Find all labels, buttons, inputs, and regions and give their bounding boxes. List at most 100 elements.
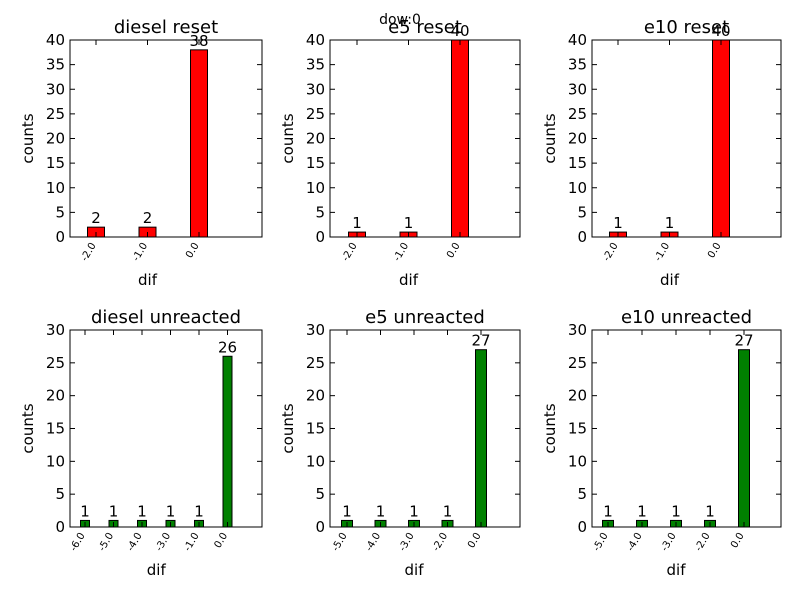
bar <box>190 49 208 238</box>
y-tick-label: 25 <box>46 354 65 372</box>
y-tick-label: 15 <box>568 154 587 172</box>
data-label: 1 <box>109 502 119 520</box>
x-tick-label: 0.0 <box>213 531 230 550</box>
x-tick-label: -3.0 <box>659 531 678 553</box>
panel-title: diesel unreacted <box>91 307 241 328</box>
y-tick-label: 0 <box>577 518 587 536</box>
axes-frame <box>69 39 263 238</box>
x-tick-label: -2.0 <box>431 531 450 553</box>
y-tick-label: 5 <box>315 203 325 221</box>
panel-title: diesel reset <box>114 17 218 38</box>
y-tick-label: 5 <box>577 485 587 503</box>
y-tick-label: 0 <box>55 518 65 536</box>
y-tick-label: 25 <box>306 105 325 123</box>
data-label: 1 <box>637 502 647 520</box>
y-tick-label: 10 <box>568 179 587 197</box>
data-label: 2 <box>143 209 153 227</box>
x-tick-label: 0.0 <box>729 531 746 550</box>
x-axis-label: dif <box>405 561 425 579</box>
data-label: 1 <box>166 502 176 520</box>
y-axis-label: counts <box>541 113 559 163</box>
x-tick-label: -5.0 <box>591 531 610 553</box>
x-tick-label: -2.0 <box>601 241 620 263</box>
data-label: 1 <box>665 214 675 232</box>
bar <box>451 39 469 238</box>
x-tick-label: -3.0 <box>154 531 173 553</box>
y-tick-label: 0 <box>315 228 325 246</box>
y-tick-label: 35 <box>568 56 587 74</box>
y-tick-label: 20 <box>568 387 587 405</box>
y-tick-label: 25 <box>306 354 325 372</box>
y-tick-label: 25 <box>568 105 587 123</box>
x-tick-label: 0.0 <box>184 241 201 260</box>
y-axis-label: counts <box>279 403 297 453</box>
axes-frame <box>591 329 782 528</box>
y-tick-label: 25 <box>46 105 65 123</box>
y-tick-label: 15 <box>568 420 587 438</box>
data-label: 1 <box>352 214 362 232</box>
axes-frame <box>329 329 521 528</box>
y-tick-label: 30 <box>306 80 325 98</box>
axes-frame <box>591 39 782 238</box>
data-label: 26 <box>218 338 237 356</box>
y-tick-label: 30 <box>306 321 325 339</box>
data-label: 1 <box>342 502 352 520</box>
y-axis-label: counts <box>541 403 559 453</box>
figure-suptitle: dow:0 <box>379 12 421 28</box>
y-tick-label: 5 <box>55 203 65 221</box>
x-tick-label: -1.0 <box>653 241 672 263</box>
y-axis-label: counts <box>19 113 37 163</box>
y-tick-label: 40 <box>46 31 65 49</box>
y-tick-label: 10 <box>46 179 65 197</box>
y-tick-label: 15 <box>46 154 65 172</box>
data-label: 40 <box>711 22 730 40</box>
x-tick-label: -6.0 <box>68 531 87 553</box>
x-tick-label: -1.0 <box>182 531 201 553</box>
x-tick-label: -4.0 <box>625 531 644 553</box>
axes-frame <box>69 329 263 528</box>
y-tick-label: 15 <box>306 420 325 438</box>
data-label: 1 <box>194 502 204 520</box>
x-axis-label: dif <box>147 561 167 579</box>
y-tick-label: 40 <box>306 31 325 49</box>
data-label: 1 <box>443 502 453 520</box>
y-tick-label: 15 <box>306 154 325 172</box>
y-tick-label: 15 <box>46 420 65 438</box>
y-tick-label: 5 <box>55 485 65 503</box>
y-tick-label: 30 <box>568 321 587 339</box>
x-tick-label: -4.0 <box>364 531 383 553</box>
data-label: 1 <box>705 502 715 520</box>
y-tick-label: 30 <box>46 321 65 339</box>
data-label: 1 <box>404 214 414 232</box>
y-tick-label: 0 <box>315 518 325 536</box>
data-label: 1 <box>613 214 623 232</box>
y-tick-label: 10 <box>306 179 325 197</box>
x-tick-label: -2.0 <box>340 241 359 263</box>
y-axis-label: counts <box>19 403 37 453</box>
y-tick-label: 25 <box>568 354 587 372</box>
y-tick-label: 20 <box>46 387 65 405</box>
data-label: 2 <box>91 209 101 227</box>
data-label: 40 <box>450 22 469 40</box>
y-tick-label: 20 <box>568 130 587 148</box>
x-tick-label: -3.0 <box>397 531 416 553</box>
x-tick-label: -1.0 <box>392 241 411 263</box>
y-tick-label: 35 <box>46 56 65 74</box>
y-tick-label: 40 <box>568 31 587 49</box>
x-axis-label: dif <box>138 271 158 289</box>
bar <box>222 355 233 528</box>
y-tick-label: 20 <box>46 130 65 148</box>
data-label: 1 <box>409 502 419 520</box>
x-axis-label: dif <box>399 271 419 289</box>
y-tick-label: 10 <box>306 452 325 470</box>
bar <box>738 349 750 528</box>
data-label: 27 <box>734 332 753 350</box>
data-label: 1 <box>603 502 613 520</box>
x-tick-label: 0.0 <box>466 531 483 550</box>
panel-title: e10 reset <box>644 17 729 38</box>
y-tick-label: 10 <box>46 452 65 470</box>
data-label: 1 <box>137 502 147 520</box>
y-tick-label: 5 <box>577 203 587 221</box>
x-tick-label: -5.0 <box>97 531 116 553</box>
